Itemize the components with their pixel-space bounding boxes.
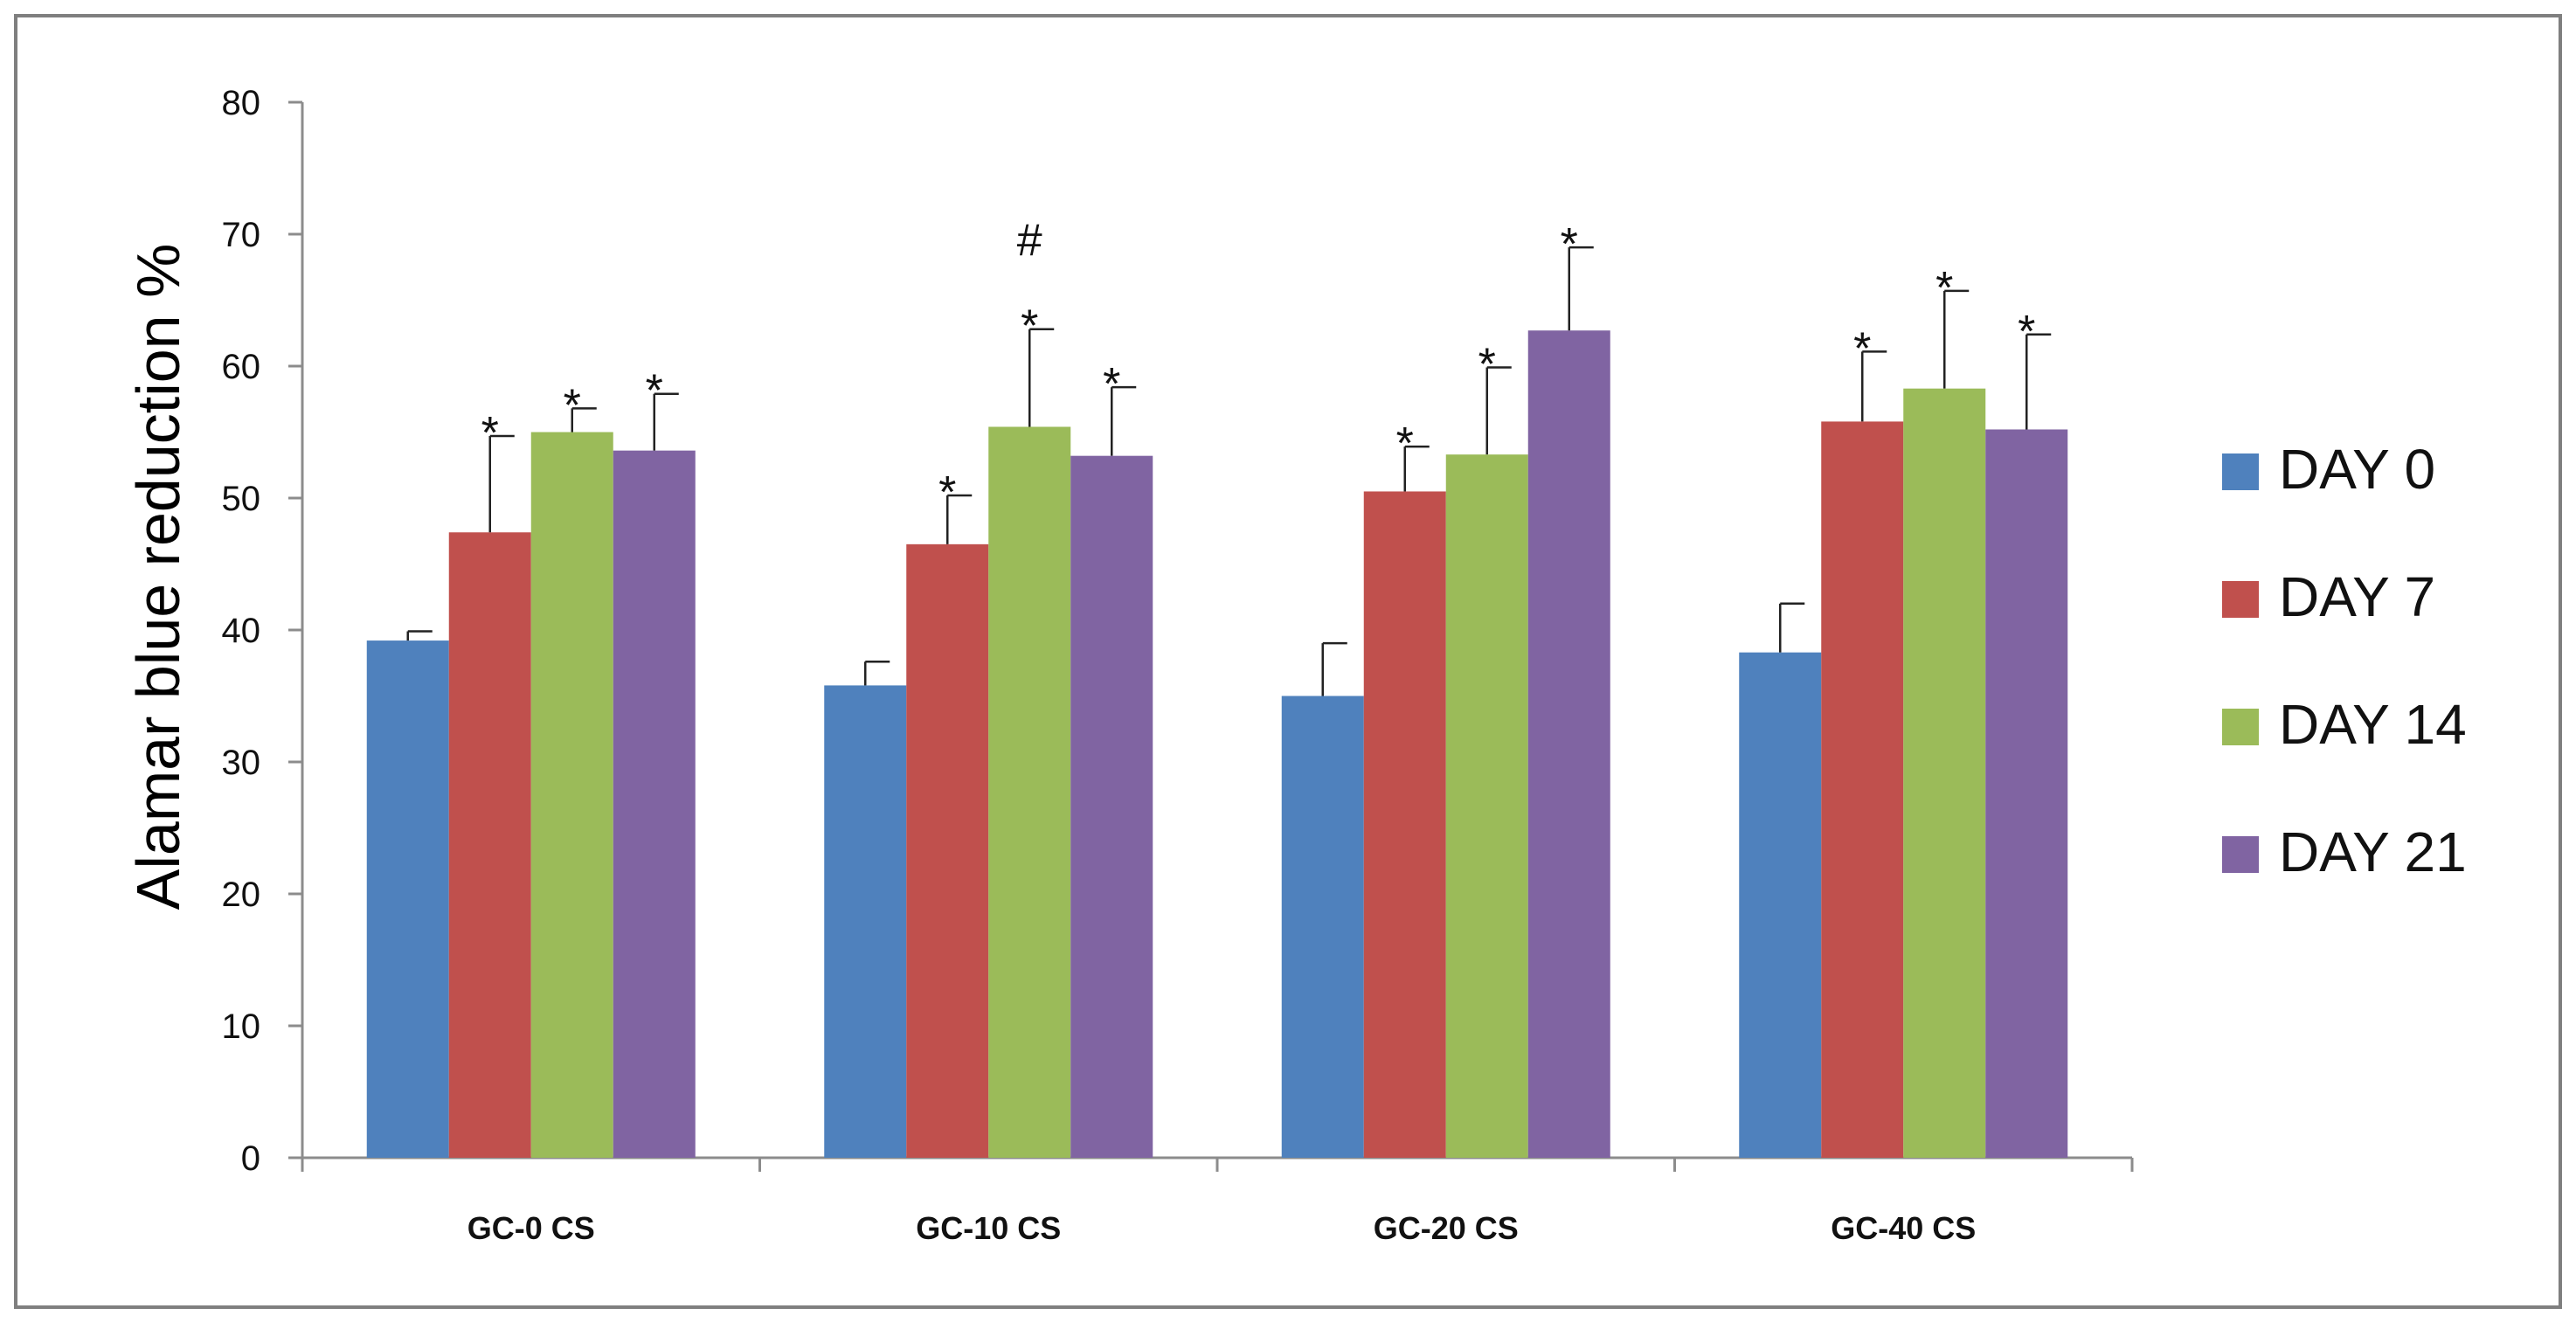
bar bbox=[1821, 421, 1904, 1158]
y-tick-label: 80 bbox=[222, 84, 261, 122]
bar bbox=[824, 685, 907, 1158]
significance-star: * bbox=[1396, 419, 1414, 469]
bar bbox=[1903, 388, 1986, 1158]
significance-star: * bbox=[646, 366, 663, 417]
bar bbox=[1070, 455, 1153, 1158]
legend-swatch bbox=[2222, 453, 2259, 490]
bar bbox=[530, 432, 613, 1158]
y-tick-label: 60 bbox=[222, 348, 261, 386]
bar bbox=[613, 450, 696, 1158]
legend-swatch bbox=[2222, 581, 2259, 618]
significance-star: * bbox=[1021, 301, 1038, 352]
significance-hash: # bbox=[1017, 216, 1042, 267]
y-tick-label: 0 bbox=[241, 1139, 260, 1178]
significance-star: * bbox=[1935, 263, 1953, 314]
bar bbox=[1281, 696, 1364, 1158]
x-category-label: GC-20 CS bbox=[1374, 1210, 1519, 1246]
y-tick-label: 40 bbox=[222, 612, 261, 650]
legend-label: DAY 0 bbox=[2279, 438, 2435, 501]
x-category-label: GC-40 CS bbox=[1831, 1210, 1976, 1246]
legend-swatch bbox=[2222, 836, 2259, 873]
bar bbox=[988, 426, 1071, 1159]
significance-star: * bbox=[1853, 323, 1871, 374]
bar bbox=[448, 532, 531, 1158]
bar bbox=[1739, 652, 1822, 1158]
legend-swatch bbox=[2222, 709, 2259, 745]
x-category-label: GC-10 CS bbox=[916, 1210, 1061, 1246]
legend-label: DAY 14 bbox=[2279, 693, 2467, 756]
significance-star: * bbox=[2018, 307, 2035, 357]
y-tick-label: 50 bbox=[222, 480, 261, 518]
y-tick-label: 70 bbox=[222, 216, 261, 254]
y-tick-label: 30 bbox=[222, 744, 261, 782]
y-axis-title: Alamar blue reduction % bbox=[124, 244, 192, 910]
y-tick-label: 20 bbox=[222, 876, 261, 914]
significance-star: * bbox=[1103, 359, 1120, 410]
legend-label: DAY 7 bbox=[2279, 565, 2435, 628]
significance-star: * bbox=[564, 380, 581, 431]
bar bbox=[1445, 454, 1528, 1158]
legend: DAY 0 DAY 7 DAY 14 DAY 21 bbox=[2222, 438, 2467, 883]
bar bbox=[1527, 330, 1610, 1159]
y-tick-label: 10 bbox=[222, 1007, 261, 1046]
x-category-label: GC-0 CS bbox=[467, 1210, 595, 1246]
legend-label: DAY 21 bbox=[2279, 820, 2467, 883]
significance-star: * bbox=[938, 467, 956, 518]
bar bbox=[366, 640, 449, 1158]
significance-star: * bbox=[481, 408, 499, 459]
plot-area: 0 10 20 30 40 50 60 70 80 GC-0 CS * * * GC-10 CS * * # * G… bbox=[222, 84, 2134, 1246]
bar bbox=[906, 543, 989, 1158]
significance-star: * bbox=[1478, 340, 1496, 391]
significance-star: * bbox=[1561, 219, 1578, 270]
bar bbox=[1985, 429, 2068, 1159]
bar bbox=[1363, 491, 1446, 1158]
